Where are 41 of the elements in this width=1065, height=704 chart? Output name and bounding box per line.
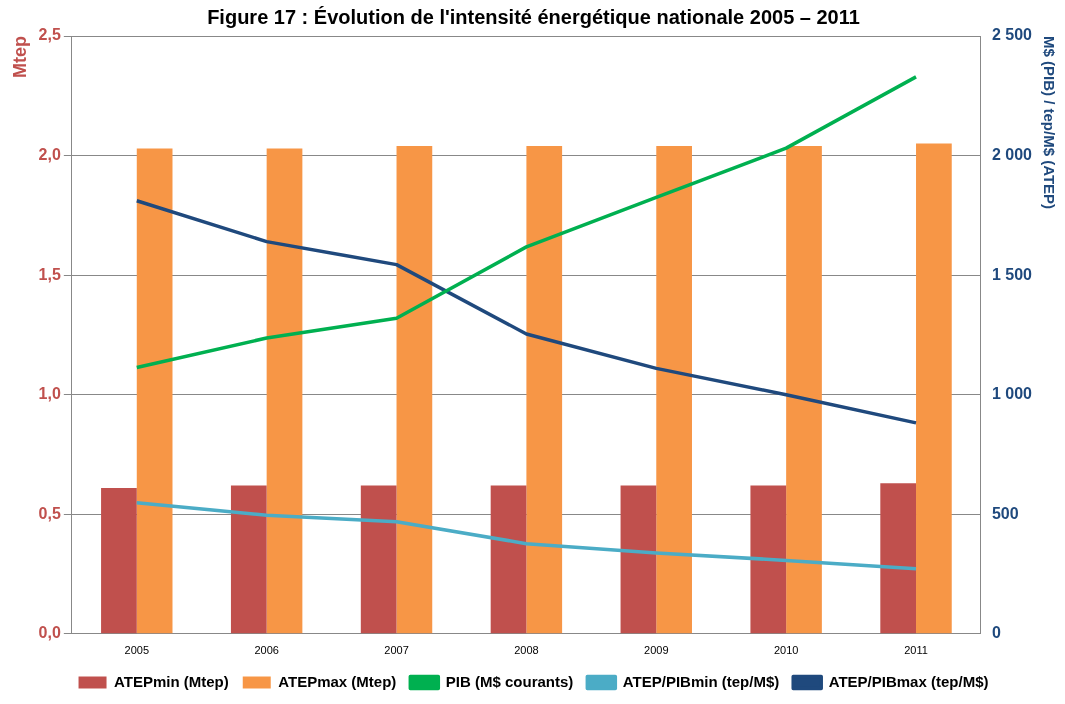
x-tick-label: 2006 [254,644,279,657]
y-tick-label: 0,5 [38,504,61,522]
y2-tick-label: 0 [991,624,1001,642]
bar [750,485,787,634]
y2-tick-label: 2 500 [991,26,1033,44]
bar [526,146,563,634]
x-tick-label: 2011 [904,644,928,657]
x-tick-label: 2008 [514,644,539,657]
y2-tick-label: 2 000 [991,145,1033,163]
legend-label: ATEPmax (Mtep) [278,672,397,690]
legend-label: ATEPmin (Mtep) [114,672,229,690]
x-tick-label: 2009 [644,644,669,657]
bar [101,487,137,634]
bar [360,485,397,634]
bar [136,148,173,634]
x-tick-label: 2010 [773,644,799,657]
y-tick-label: 2,5 [38,26,61,44]
bar [656,146,692,634]
bar [880,483,917,634]
bar [396,146,433,634]
y-tick-label: 1,0 [38,385,61,403]
y2-tick-label: 1 500 [991,265,1033,283]
y2-tick-label: 1 000 [991,385,1033,403]
legend-label: ATEP/PIBmin (tep/M$) [622,672,780,690]
y-tick-label: 2,0 [38,145,61,163]
y-tick-label: 1,5 [38,265,61,283]
y2-tick-label: 500 [991,504,1019,522]
bar [786,146,822,634]
bar [230,485,267,634]
bar [916,143,952,634]
chart-title: Figure 17 : Évolution de l'intensité énergétique nationale 2005 – 2011 [207,5,860,28]
y2-axis-title: M$ (PIB) / tep/M$ (ATEP) [1040,36,1058,210]
bar [620,485,657,634]
y-axis-title: Mtep [9,36,30,78]
x-tick-label: 2005 [124,644,150,657]
legend-label: ATEP/PIBmax (tep/M$) [828,672,989,690]
legend-label: PIB (M$ courants) [445,672,574,690]
y-tick-label: 0,0 [38,624,61,642]
bar [490,485,527,634]
x-tick-label: 2007 [384,644,409,657]
bar [266,148,303,634]
